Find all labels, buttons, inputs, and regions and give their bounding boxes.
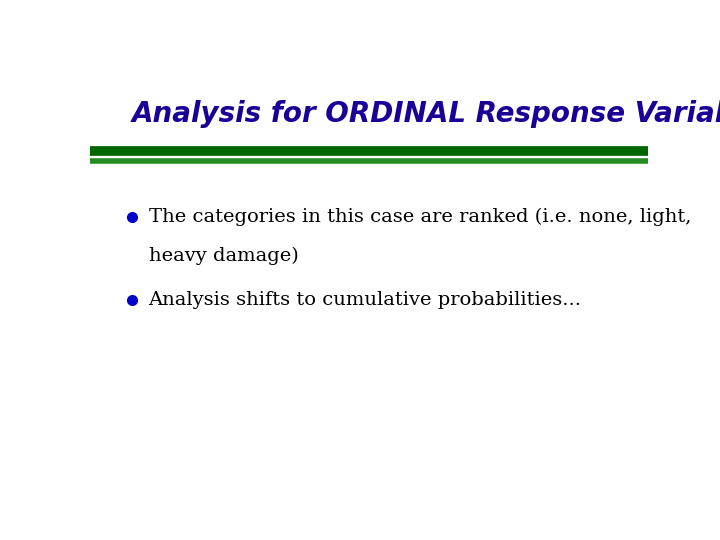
Text: heavy damage): heavy damage) — [148, 247, 298, 265]
Text: Analysis for ORDINAL Response Variables: Analysis for ORDINAL Response Variables — [132, 100, 720, 128]
Text: Analysis shifts to cumulative probabilities...: Analysis shifts to cumulative probabilit… — [148, 291, 582, 309]
Text: The categories in this case are ranked (i.e. none, light,: The categories in this case are ranked (… — [148, 207, 691, 226]
